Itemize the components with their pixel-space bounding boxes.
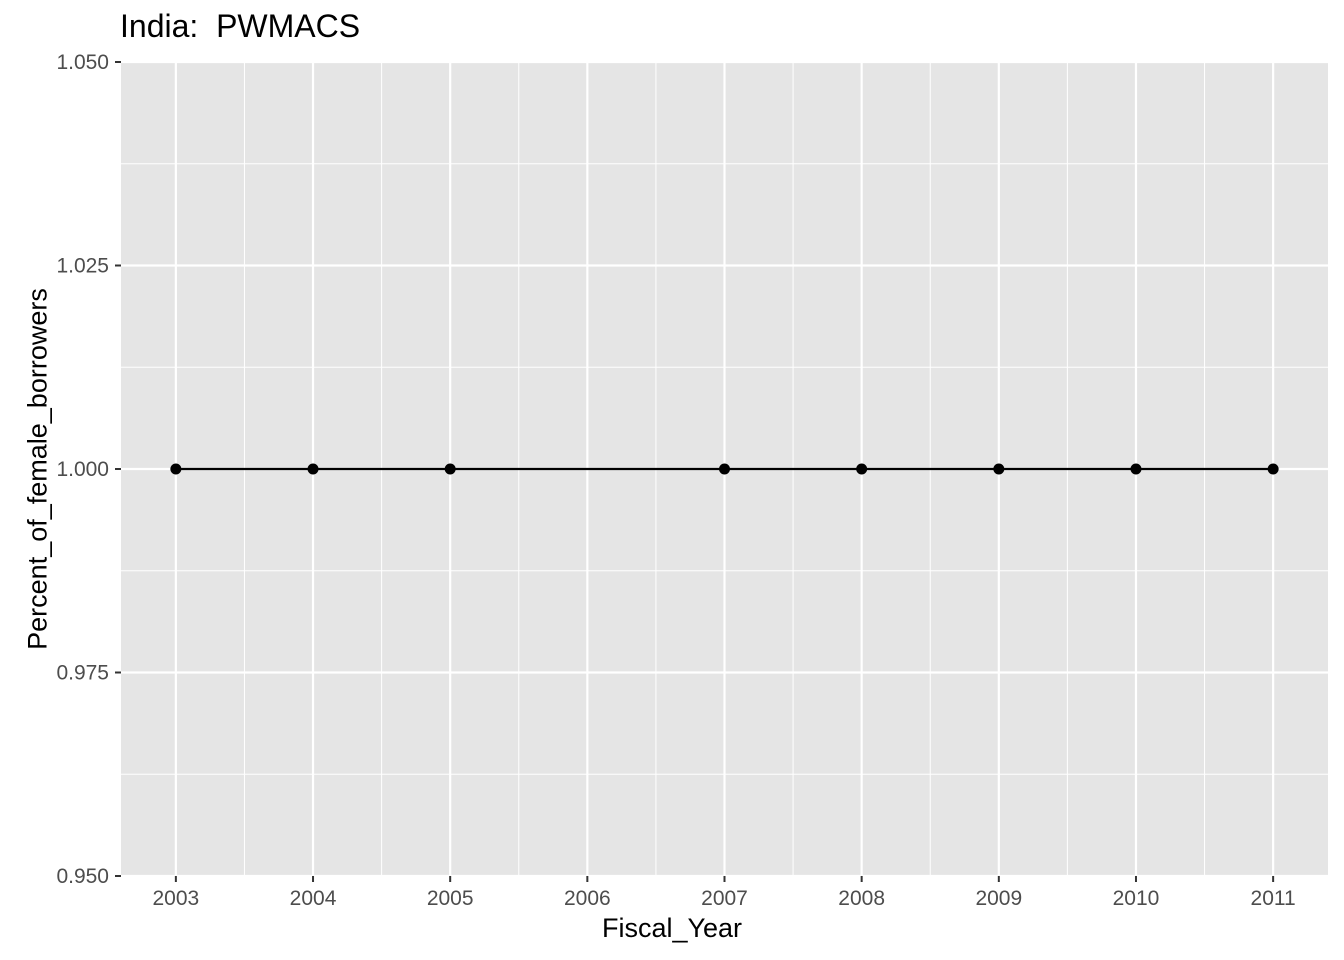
data-point bbox=[1130, 463, 1142, 475]
chart-title: India: PWMACS bbox=[120, 8, 361, 44]
y-tick-label: 1.050 bbox=[56, 51, 109, 74]
x-tick-label: 2003 bbox=[153, 887, 200, 910]
x-tick-label: 2005 bbox=[427, 887, 474, 910]
series-layer bbox=[170, 463, 1279, 475]
y-tick-label: 1.025 bbox=[56, 255, 109, 278]
x-tick-label: 2009 bbox=[975, 887, 1022, 910]
y-axis-title: Percent_of_female_borrowers bbox=[22, 288, 53, 650]
x-tick-label: 2007 bbox=[701, 887, 748, 910]
data-point bbox=[307, 463, 319, 475]
x-tick-label: 2006 bbox=[564, 887, 611, 910]
data-point bbox=[993, 463, 1005, 475]
x-axis-title: Fiscal_Year bbox=[601, 913, 743, 943]
data-point bbox=[719, 463, 730, 475]
y-tick-label: 0.950 bbox=[56, 865, 109, 888]
x-tick-label: 2011 bbox=[1251, 887, 1296, 910]
data-point bbox=[444, 463, 456, 475]
data-point bbox=[1267, 463, 1279, 475]
data-point bbox=[170, 463, 182, 475]
y-tick-label: 1.000 bbox=[56, 458, 109, 481]
x-tick-label: 2010 bbox=[1113, 887, 1160, 910]
axes-layer: 2003 2004 2005 2006 2007 2008 2009 2010 2011 0.95… bbox=[56, 51, 1295, 910]
x-tick-label: 2008 bbox=[838, 887, 885, 910]
y-tick-label: 0.975 bbox=[56, 662, 109, 685]
data-point bbox=[856, 463, 868, 475]
x-tick-label: 2004 bbox=[290, 887, 337, 910]
